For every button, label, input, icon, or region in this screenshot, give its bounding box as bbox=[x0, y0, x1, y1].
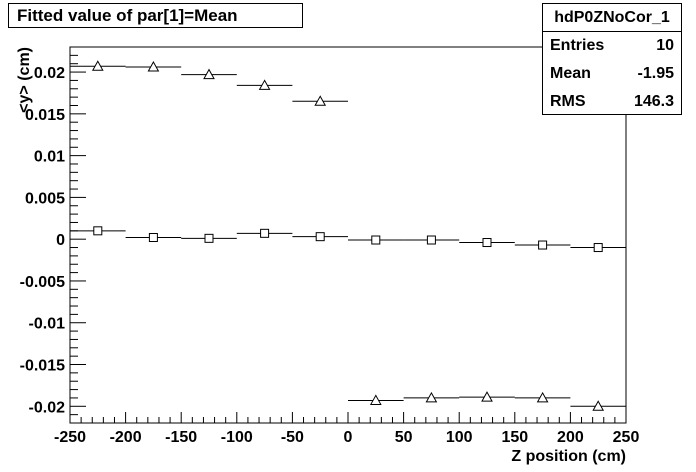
triangle-marker bbox=[91, 60, 104, 71]
x-tick-label: 50 bbox=[395, 429, 413, 446]
triangle-marker bbox=[258, 79, 271, 90]
x-tick-label: -250 bbox=[54, 429, 86, 446]
x-tick-label: -200 bbox=[110, 429, 142, 446]
x-tick-label: 0 bbox=[344, 429, 353, 446]
y-axis-label: <y> (cm) bbox=[16, 47, 33, 113]
x-tick-label: 200 bbox=[557, 429, 584, 446]
y-axis-ticks: 0.02 0.015 0.01 0.005 0 -0.005 -0.01 -0.015 -0.0… bbox=[20, 46, 86, 424]
square-marker bbox=[148, 233, 158, 243]
square-marker bbox=[315, 232, 325, 242]
triangle-marker bbox=[314, 95, 327, 106]
triangle-marker bbox=[536, 391, 549, 403]
stats-label: Entries bbox=[550, 37, 605, 54]
x-axis-ticks: -250 -200 -150 -100 -50 0 50 100 150 200 250 bbox=[54, 412, 639, 446]
x-axis-label: Z position (cm) bbox=[511, 448, 626, 465]
stats-value: -1.95 bbox=[637, 65, 674, 82]
triangle-marker bbox=[425, 391, 438, 403]
stats-row-mean: Mean -1.95 bbox=[543, 60, 681, 88]
triangle-marker bbox=[203, 68, 215, 80]
x-tick-label: -100 bbox=[221, 429, 253, 446]
stats-value: 10 bbox=[656, 37, 674, 54]
x-tick-label: 100 bbox=[446, 429, 473, 446]
y-tick-label: 0.015 bbox=[25, 107, 65, 124]
square-marker bbox=[204, 233, 214, 243]
square-marker bbox=[371, 235, 381, 245]
square-marker bbox=[260, 228, 270, 238]
stats-label: Mean bbox=[550, 65, 591, 82]
y-tick-label: 0 bbox=[56, 232, 65, 249]
square-marker bbox=[426, 235, 436, 245]
y-tick-label: -0.015 bbox=[20, 358, 65, 375]
stats-label: RMS bbox=[550, 93, 586, 110]
y-tick-label: 0.02 bbox=[34, 65, 65, 82]
data-marks bbox=[70, 60, 626, 411]
y-tick-label: -0.02 bbox=[29, 399, 66, 416]
y-tick-label: -0.005 bbox=[20, 274, 65, 291]
stats-box: hdP0ZNoCor_1 Entries 10 Mean -1.95 RMS 1… bbox=[542, 3, 682, 115]
x-tick-label: -150 bbox=[165, 429, 197, 446]
y-tick-label: -0.01 bbox=[29, 316, 66, 333]
square-marker bbox=[538, 240, 548, 250]
x-tick-label: 250 bbox=[613, 429, 640, 446]
stats-name: hdP0ZNoCor_1 bbox=[543, 4, 681, 32]
triangle-marker bbox=[369, 394, 382, 405]
stats-row-entries: Entries 10 bbox=[543, 32, 681, 60]
square-marker bbox=[593, 243, 603, 253]
x-tick-label: 150 bbox=[501, 429, 528, 446]
y-tick-label: 0.005 bbox=[25, 190, 65, 207]
triangle-marker bbox=[592, 400, 605, 411]
square-marker bbox=[93, 226, 103, 236]
stats-value: 146.3 bbox=[633, 93, 674, 110]
x-tick-label: -50 bbox=[281, 429, 304, 446]
triangle-marker bbox=[481, 391, 493, 402]
y-tick-label: 0.01 bbox=[34, 149, 65, 166]
square-marker bbox=[482, 238, 492, 248]
triangle-marker bbox=[147, 61, 160, 72]
chart-title: Fitted value of par[1]=Mean bbox=[8, 3, 303, 28]
stats-row-rms: RMS 146.3 bbox=[543, 88, 681, 116]
